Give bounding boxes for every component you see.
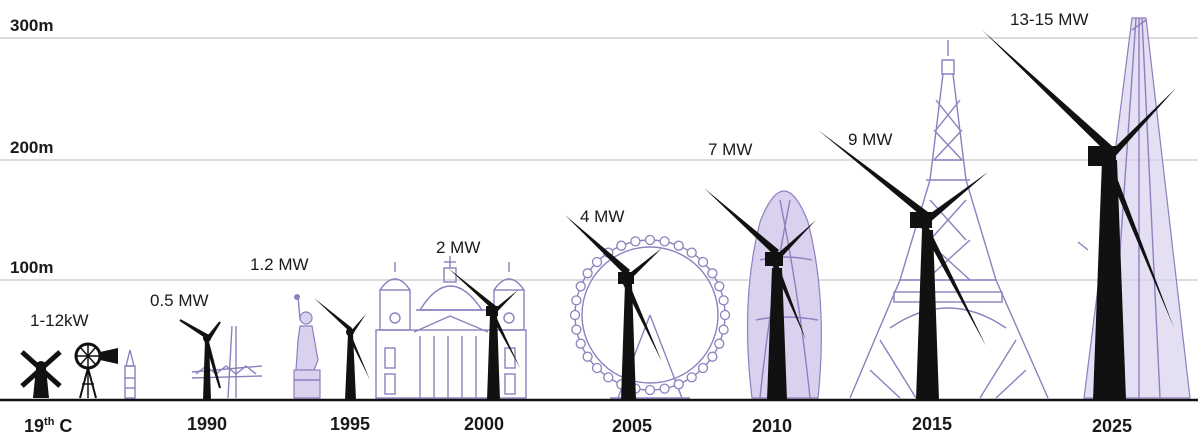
year-label-2025: 2025 bbox=[1092, 416, 1132, 434]
london-eye-pod bbox=[714, 281, 725, 292]
power-label-2000: 2 MW bbox=[436, 238, 480, 257]
turbine-1990 bbox=[179, 319, 221, 400]
london-eye-pod bbox=[686, 247, 697, 258]
london-eye-pod bbox=[707, 268, 718, 279]
power-label-1990: 0.5 MW bbox=[150, 291, 209, 310]
year-label-1990: 1990 bbox=[187, 414, 227, 434]
power-label-2010: 7 MW bbox=[708, 140, 752, 159]
turbine-2015 bbox=[818, 130, 988, 400]
power-label-2005: 4 MW bbox=[580, 207, 624, 226]
london-eye-pod bbox=[697, 362, 709, 374]
power-label-2025: 13-15 MW bbox=[1010, 10, 1088, 29]
shard-building-icon bbox=[1077, 17, 1191, 399]
turbine-2010 bbox=[704, 188, 816, 400]
year-label-2005: 2005 bbox=[612, 416, 652, 434]
tick-label-100m: 100m bbox=[10, 258, 53, 277]
london-eye-pod bbox=[659, 383, 670, 394]
crane-landmark-icon bbox=[191, 325, 263, 399]
london-eye-pod bbox=[582, 268, 593, 279]
london-eye-pod bbox=[603, 372, 614, 383]
year-label-19th-c: 19th C bbox=[24, 416, 72, 434]
power-label-1995: 1.2 MW bbox=[250, 255, 309, 274]
london-eye-pod bbox=[686, 372, 697, 383]
london-eye-pod bbox=[591, 362, 603, 374]
tick-label-200m: 200m bbox=[10, 138, 53, 157]
statue-of-liberty-icon bbox=[293, 294, 321, 399]
turbine-1995 bbox=[314, 298, 370, 400]
power-label-19th-c: 1-12kW bbox=[30, 311, 89, 330]
year-label-1995: 1995 bbox=[330, 414, 370, 434]
traditional-windmill-icon bbox=[20, 350, 62, 398]
turbine-2025 bbox=[982, 30, 1176, 400]
tick-label-300m: 300m bbox=[10, 16, 53, 35]
london-eye-icon bbox=[569, 234, 731, 399]
london-eye-pod bbox=[673, 240, 684, 251]
small-spire-icon bbox=[124, 349, 136, 399]
london-eye-pod bbox=[659, 236, 670, 247]
year-label-2000: 2000 bbox=[464, 414, 504, 434]
london-eye-pod bbox=[571, 324, 582, 335]
london-eye-pod bbox=[571, 295, 582, 306]
london-eye-pod bbox=[582, 351, 593, 362]
wind-pump-icon bbox=[74, 342, 118, 399]
london-eye-pod bbox=[591, 256, 603, 268]
turbine-2005 bbox=[565, 215, 662, 400]
london-eye-pod bbox=[616, 240, 627, 251]
turbine-2000 bbox=[448, 268, 520, 400]
london-eye-pod bbox=[718, 324, 729, 335]
london-eye-pod bbox=[714, 338, 725, 349]
eiffel-tower-icon bbox=[849, 40, 1049, 399]
london-eye-pod bbox=[707, 351, 718, 362]
london-eye-pod bbox=[575, 281, 586, 292]
london-eye-pod bbox=[718, 295, 729, 306]
london-eye-pod bbox=[644, 234, 656, 246]
year-label-2015: 2015 bbox=[912, 414, 952, 434]
london-eye-pod bbox=[644, 384, 656, 396]
st-pauls-cathedral-icon bbox=[375, 256, 527, 399]
london-eye-pod bbox=[569, 309, 581, 321]
london-eye-pod bbox=[630, 236, 641, 247]
power-label-2015: 9 MW bbox=[848, 130, 892, 149]
london-eye-pod bbox=[673, 379, 684, 390]
year-label-2010: 2010 bbox=[752, 416, 792, 434]
london-eye-pod bbox=[575, 338, 586, 349]
london-eye-pod bbox=[697, 256, 709, 268]
london-eye-pod bbox=[719, 309, 731, 321]
